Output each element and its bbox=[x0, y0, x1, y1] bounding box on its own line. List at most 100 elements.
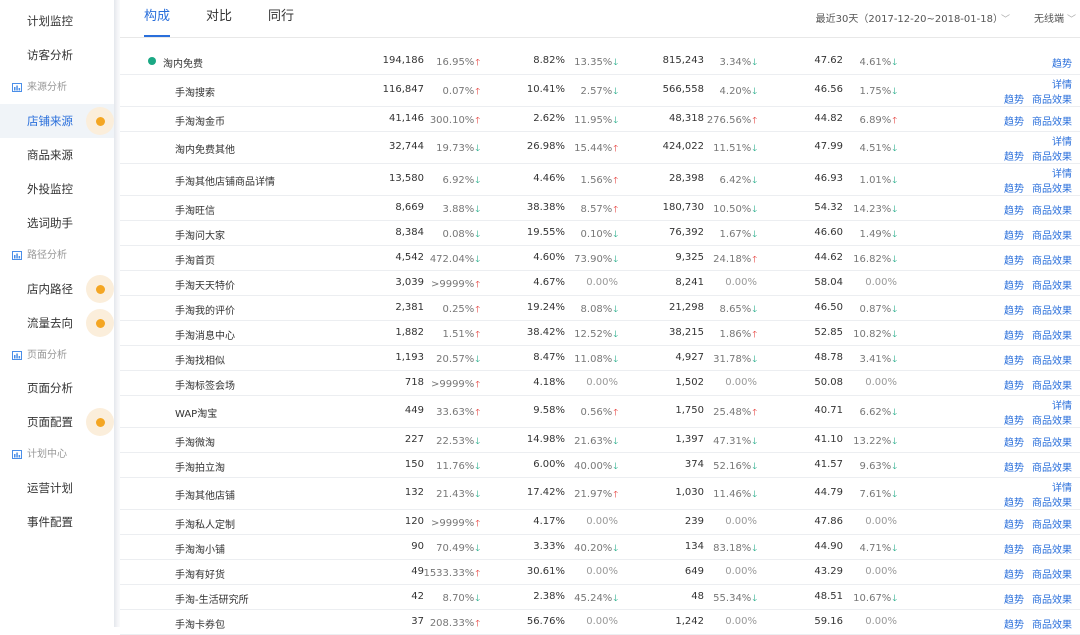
trend-link[interactable]: 趋势 bbox=[1004, 595, 1024, 606]
detail-link[interactable]: 详情 bbox=[1052, 137, 1072, 148]
change-percent: 1533.33%🡑 bbox=[423, 566, 480, 582]
change-percent-value: 8.70% bbox=[442, 593, 475, 604]
sidebar-item[interactable]: 外投监控 bbox=[0, 172, 114, 206]
sidebar-item[interactable]: 访客分析 bbox=[0, 38, 114, 72]
change-percent: 16.95%🡑 bbox=[436, 55, 480, 71]
goods-effect-link[interactable]: 商品效果 bbox=[1032, 570, 1072, 581]
detail-link[interactable]: 详情 bbox=[1052, 483, 1072, 494]
table-row: 淘内免费其他 32,744 19.73%🡓 26.98% 15.44%🡑 424,022 1… bbox=[120, 131, 1080, 164]
sidebar-item[interactable]: 店内路径 bbox=[0, 272, 114, 306]
trend-link[interactable]: 趋势 bbox=[1004, 356, 1024, 367]
goods-effect-link[interactable]: 商品效果 bbox=[1032, 95, 1072, 106]
goods-effect-link[interactable]: 商品效果 bbox=[1032, 231, 1072, 242]
metric-value: 19.55% bbox=[526, 227, 565, 238]
table-row: 手淘首页 4,542 472.04%🡓 4.60% 73.90%🡓 9,325 24.18%… bbox=[120, 245, 1080, 271]
tab-peers[interactable]: 同行 bbox=[268, 9, 295, 24]
sidebar-item-label: 运营计划 bbox=[27, 481, 73, 495]
goods-effect-link[interactable]: 商品效果 bbox=[1032, 416, 1072, 427]
trend-link[interactable]: 趋势 bbox=[1004, 416, 1024, 427]
arrow-down-icon: 🡓 bbox=[752, 87, 757, 97]
goods-effect-link[interactable]: 商品效果 bbox=[1032, 206, 1072, 217]
sidebar-item[interactable]: 选词助手 bbox=[0, 206, 114, 240]
change-percent: 70.49%🡓 bbox=[436, 541, 480, 557]
arrow-down-icon: 🡓 bbox=[475, 544, 480, 554]
goods-effect-link[interactable]: 商品效果 bbox=[1032, 306, 1072, 317]
goods-effect-link[interactable]: 商品效果 bbox=[1032, 438, 1072, 449]
trend-link[interactable]: 趋势 bbox=[1004, 206, 1024, 217]
sidebar-item[interactable]: 页面配置 bbox=[0, 405, 114, 439]
sidebar-item[interactable]: 商品来源 bbox=[0, 138, 114, 172]
sidebar-item[interactable]: 店铺来源 bbox=[0, 104, 114, 138]
trend-link[interactable]: 趋势 bbox=[1004, 570, 1024, 581]
goods-effect-link[interactable]: 商品效果 bbox=[1032, 498, 1072, 509]
trend-link[interactable]: 趋势 bbox=[1004, 231, 1024, 242]
goods-effect-link[interactable]: 商品效果 bbox=[1032, 463, 1072, 474]
goods-effect-link[interactable]: 商品效果 bbox=[1032, 520, 1072, 531]
change-percent-value: 8.08% bbox=[580, 304, 613, 315]
arrow-up-icon: 🡑 bbox=[475, 87, 480, 97]
sidebar-item-label: 事件配置 bbox=[27, 515, 73, 529]
detail-link[interactable]: 详情 bbox=[1052, 169, 1072, 180]
notification-dot-icon bbox=[96, 117, 105, 126]
detail-link[interactable]: 详情 bbox=[1052, 80, 1072, 91]
detail-link[interactable]: 详情 bbox=[1052, 401, 1072, 412]
sidebar-divider bbox=[114, 0, 120, 627]
trend-link[interactable]: 趋势 bbox=[1004, 95, 1024, 106]
arrow-down-icon: 🡓 bbox=[613, 230, 618, 240]
metric-value: 1,750 bbox=[675, 405, 704, 416]
change-percent-value: 0.00% bbox=[865, 616, 897, 627]
change-percent: 208.33%🡑 bbox=[430, 616, 480, 632]
tab-composition[interactable]: 构成 bbox=[144, 0, 171, 37]
terminal-selector[interactable]: 无线端 ﹀ bbox=[1034, 10, 1076, 25]
change-percent: 8.65%🡓 bbox=[720, 302, 757, 318]
sidebar-item[interactable]: 计划监控 bbox=[0, 4, 114, 38]
trend-link[interactable]: 趋势 bbox=[1004, 306, 1024, 317]
trend-link[interactable]: 趋势 bbox=[1004, 381, 1024, 392]
change-percent: 1.75%🡓 bbox=[860, 84, 897, 100]
trend-link[interactable]: 趋势 bbox=[1004, 331, 1024, 342]
goods-effect-link[interactable]: 商品效果 bbox=[1032, 356, 1072, 367]
sidebar-item[interactable]: 页面分析 bbox=[0, 371, 114, 405]
trend-link[interactable]: 趋势 bbox=[1004, 152, 1024, 163]
date-range-selector[interactable]: 最近30天（2017-12-20~2018-01-18） ﹀ bbox=[816, 10, 1010, 25]
change-percent-value: 11.95% bbox=[574, 115, 613, 126]
goods-effect-link[interactable]: 商品效果 bbox=[1032, 545, 1072, 556]
metric-value: 4,542 bbox=[395, 252, 424, 263]
sidebar-item[interactable]: 事件配置 bbox=[0, 505, 114, 539]
change-percent: 8.70%🡓 bbox=[443, 591, 480, 607]
goods-effect-link[interactable]: 商品效果 bbox=[1032, 256, 1072, 267]
goods-effect-link[interactable]: 商品效果 bbox=[1032, 117, 1072, 128]
goods-effect-link[interactable]: 商品效果 bbox=[1032, 281, 1072, 292]
trend-link[interactable]: 趋势 bbox=[1004, 117, 1024, 128]
sidebar-item[interactable]: 运营计划 bbox=[0, 471, 114, 505]
change-percent-value: 0.00% bbox=[725, 566, 757, 577]
change-percent: 21.97%🡑 bbox=[574, 487, 618, 503]
trend-link[interactable]: 趋势 bbox=[1004, 438, 1024, 449]
trend-link[interactable]: 趋势 bbox=[1004, 498, 1024, 509]
arrow-down-icon: 🡓 bbox=[613, 305, 618, 315]
trend-link[interactable]: 趋势 bbox=[1004, 545, 1024, 556]
tab-compare[interactable]: 对比 bbox=[206, 9, 233, 24]
arrow-down-icon: 🡓 bbox=[752, 305, 757, 315]
goods-effect-link[interactable]: 商品效果 bbox=[1032, 152, 1072, 163]
trend-link[interactable]: 趋势 bbox=[1004, 463, 1024, 474]
trend-link[interactable]: 趋势 bbox=[1052, 59, 1072, 70]
goods-effect-link[interactable]: 商品效果 bbox=[1032, 595, 1072, 606]
goods-effect-link[interactable]: 商品效果 bbox=[1032, 381, 1072, 392]
goods-effect-link[interactable]: 商品效果 bbox=[1032, 184, 1072, 195]
goods-effect-link[interactable]: 商品效果 bbox=[1032, 620, 1072, 631]
report-icon bbox=[12, 83, 22, 92]
arrow-down-icon: 🡓 bbox=[475, 462, 480, 472]
sidebar-item[interactable]: 流量去向 bbox=[0, 306, 114, 340]
metric-value: 30.61% bbox=[526, 566, 565, 577]
source-name: 手淘标签会场 bbox=[175, 381, 235, 392]
trend-link[interactable]: 趋势 bbox=[1004, 620, 1024, 631]
change-percent-value: 8.57% bbox=[580, 204, 613, 215]
trend-link[interactable]: 趋势 bbox=[1004, 281, 1024, 292]
change-percent: 1.67%🡓 bbox=[720, 227, 757, 243]
trend-link[interactable]: 趋势 bbox=[1004, 256, 1024, 267]
goods-effect-link[interactable]: 商品效果 bbox=[1032, 331, 1072, 342]
change-percent: 11.95%🡓 bbox=[574, 113, 618, 129]
trend-link[interactable]: 趋势 bbox=[1004, 184, 1024, 195]
trend-link[interactable]: 趋势 bbox=[1004, 520, 1024, 531]
